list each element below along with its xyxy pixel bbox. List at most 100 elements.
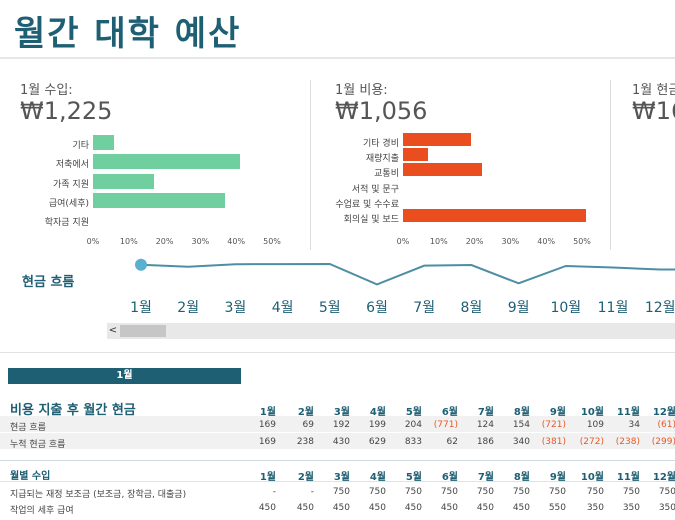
scroll-left-arrow-icon[interactable]: <	[108, 325, 118, 336]
table-cell: 169	[258, 437, 276, 447]
category-label: 서적 및 문구	[351, 184, 399, 195]
table-cell: 833	[404, 437, 422, 447]
cashflow-month-label[interactable]: 8월	[460, 300, 483, 316]
category-label: 기타 경비	[363, 139, 399, 149]
table-cell: -	[272, 487, 276, 497]
month-tab[interactable]: 1월	[8, 368, 241, 384]
chart-bar	[93, 135, 115, 150]
panel-label: 1월 수입:	[20, 83, 73, 98]
column-header: 11월	[616, 472, 640, 483]
table-cell: 629	[368, 437, 386, 447]
cashflow-month-label[interactable]: 7월	[413, 300, 436, 316]
table-cell: 350	[586, 503, 604, 513]
cashflow-month-label[interactable]: 1월	[130, 300, 152, 316]
table-cell: 450	[512, 503, 530, 513]
table-cell: 750	[476, 487, 494, 497]
chart-bar	[93, 173, 154, 189]
cashflow-month-label[interactable]: 11월	[597, 300, 629, 316]
cashflow-month-label[interactable]: 6월	[366, 300, 388, 316]
table-cell: 750	[548, 487, 566, 497]
summary-title: 비용 지출 후 월간 현금	[10, 403, 136, 418]
column-header: 1월	[259, 407, 276, 418]
table-cell: 169	[258, 420, 276, 430]
table-cell: 350	[622, 503, 640, 513]
table-cell: (61)	[657, 420, 675, 430]
cashflow-month-label[interactable]: 5월	[318, 300, 341, 316]
table-cell: 450	[332, 503, 350, 513]
table-cell: 192	[332, 420, 350, 430]
cashflow-label: 현금 흐름	[22, 275, 75, 290]
table-cell: 69	[302, 420, 314, 430]
column-header: 2월	[297, 472, 314, 483]
table-cell: 199	[368, 420, 386, 430]
column-header: 9월	[549, 407, 566, 418]
category-label: 가족 지원	[53, 179, 89, 190]
page-title: 월간 대학 예산	[14, 14, 242, 54]
table-cell: (381)	[541, 437, 566, 447]
divider	[0, 460, 675, 461]
row-label: 누적 현금 흐름	[10, 440, 66, 450]
scroll-thumb[interactable]	[120, 325, 166, 337]
row-background	[0, 416, 675, 432]
table-cell: 750	[404, 487, 422, 497]
row-background	[0, 433, 675, 449]
cashflow-month-label[interactable]: 2월	[177, 300, 200, 316]
table-cell: 109	[586, 420, 604, 430]
horizontal-scrollbar[interactable]	[107, 323, 675, 339]
chart-bar	[403, 148, 429, 162]
column-header: 5월	[405, 472, 422, 483]
axis-tick-label: 10%	[429, 237, 448, 246]
table-cell: 238	[296, 437, 314, 447]
panel-value: ₩1,056	[335, 97, 428, 125]
column-header: 12월	[652, 407, 675, 418]
table-cell: 750	[368, 487, 386, 497]
table-cell: 450	[476, 503, 494, 513]
panel-divider	[310, 80, 311, 250]
cashflow-month-label[interactable]: 9월	[507, 300, 530, 316]
column-header: 10월	[580, 407, 604, 418]
category-label: 급여(세후)	[48, 198, 89, 209]
axis-tick-label: 40%	[227, 237, 246, 246]
table-cell: 450	[404, 503, 422, 513]
column-header: 10월	[580, 472, 604, 483]
axis-tick-label: 10%	[119, 237, 138, 246]
table-cell: (299)	[651, 437, 675, 447]
table-cell: 450	[440, 503, 458, 513]
table-cell: (771)	[433, 420, 458, 430]
category-label: 학자금 지원	[44, 218, 89, 229]
axis-tick-label: 40%	[537, 237, 556, 246]
cashflow-month-label[interactable]: 4월	[271, 300, 294, 316]
column-header: 6월	[441, 407, 458, 418]
axis-tick-label: 20%	[465, 237, 484, 246]
column-header: 4월	[369, 407, 386, 418]
axis-tick-label: 50%	[573, 237, 591, 246]
cashflow-month-label[interactable]: 10월	[550, 300, 582, 316]
cashflow-start-dot[interactable]	[135, 258, 147, 271]
divider	[0, 481, 675, 482]
panel-label: 1월 현금	[632, 83, 675, 98]
column-header: 2월	[297, 407, 314, 418]
table-cell: 430	[332, 437, 350, 447]
column-header: 7월	[477, 472, 494, 483]
table-cell: 750	[512, 487, 530, 497]
table-cell: 750	[586, 487, 604, 497]
chart-bar	[93, 154, 240, 170]
category-label: 저축에서	[55, 160, 89, 171]
row-label: 작업의 세후 급여	[10, 506, 74, 516]
axis-tick-label: 30%	[501, 237, 520, 246]
axis-tick-label: 0%	[396, 237, 410, 246]
income-title: 월별 수입	[10, 471, 51, 482]
cashflow-sparkline	[135, 258, 675, 286]
column-header: 6월	[441, 472, 458, 483]
category-label: 교통비	[374, 169, 399, 180]
table-cell: (238)	[615, 437, 640, 447]
table-cell: 62	[446, 437, 458, 447]
category-label: 수업료 및 수수료	[335, 199, 399, 210]
panel-value: ₩1,225	[20, 97, 113, 125]
cashflow-month-label[interactable]: 3월	[224, 300, 247, 316]
divider	[0, 352, 675, 353]
cashflow-month-label[interactable]: 12월	[644, 300, 675, 316]
chart-bar	[93, 192, 226, 208]
table-cell: 340	[512, 437, 530, 447]
table-cell: 750	[332, 487, 350, 497]
